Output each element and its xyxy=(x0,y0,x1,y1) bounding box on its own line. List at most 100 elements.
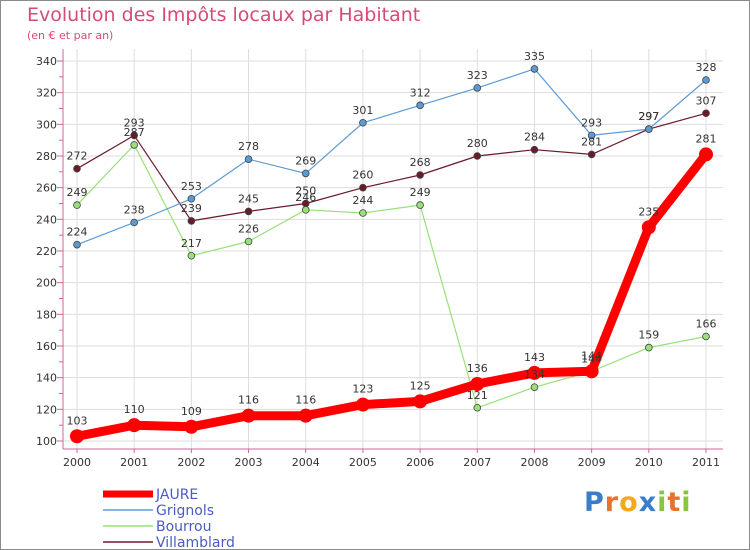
data-label-grignols: 278 xyxy=(238,140,259,153)
data-label-bourrou: 287 xyxy=(124,126,145,139)
data-label-grignols: 312 xyxy=(410,86,431,99)
y-tick-label: 180 xyxy=(36,308,57,321)
series-line-bourrou xyxy=(76,144,707,409)
data-label-grignols: 269 xyxy=(295,154,316,167)
data-label-jaure: 103 xyxy=(67,414,88,427)
data-label-villamblard: 260 xyxy=(352,169,373,182)
x-tick-label: 2001 xyxy=(120,456,148,469)
data-point-jaure xyxy=(298,408,313,423)
data-label-grignols: 293 xyxy=(581,116,602,129)
x-tick-label: 2010 xyxy=(635,456,663,469)
x-tick-label: 2006 xyxy=(406,456,434,469)
data-point-bourrou xyxy=(359,209,367,217)
data-point-bourrou xyxy=(645,343,653,352)
data-label-grignols: 238 xyxy=(124,204,145,217)
data-label-jaure: 125 xyxy=(410,379,431,392)
data-label-jaure: 123 xyxy=(352,383,373,396)
logo-letter: P xyxy=(584,487,605,518)
series-line-villamblard xyxy=(76,112,707,222)
data-point-grignols xyxy=(473,84,482,92)
data-point-bourrou xyxy=(702,332,710,341)
data-label-villamblard: 272 xyxy=(67,150,88,163)
x-tick-label: 2005 xyxy=(349,456,377,469)
data-point-jaure xyxy=(699,147,713,162)
x-tick-label: 2008 xyxy=(520,456,548,469)
data-point-bourrou xyxy=(530,383,539,391)
data-point-jaure xyxy=(527,365,542,380)
legend-label-villamblard: Villamblard xyxy=(156,535,235,549)
data-point-jaure xyxy=(584,364,599,379)
data-label-jaure: 143 xyxy=(524,351,545,364)
data-point-grignols xyxy=(301,169,310,178)
data-label-bourrou: 249 xyxy=(67,186,88,199)
y-tick-label: 240 xyxy=(36,213,57,226)
data-label-villamblard: 239 xyxy=(181,202,202,215)
data-label-grignols: 297 xyxy=(638,110,659,123)
data-point-villamblard xyxy=(587,150,596,159)
y-tick-label: 280 xyxy=(36,150,57,163)
series-lines xyxy=(72,68,711,441)
data-point-bourrou xyxy=(73,201,81,209)
logo-letter: i xyxy=(681,487,692,518)
data-point-grignols xyxy=(130,218,138,227)
logo-letter: r xyxy=(604,487,620,518)
data-label-grignols: 328 xyxy=(696,61,717,74)
data-point-villamblard xyxy=(73,164,81,173)
y-tick-labels: 100 120 140 160 180 200 220 240 260 280 300 320 340 xyxy=(36,55,57,448)
data-label-bourrou: 249 xyxy=(410,186,431,199)
x-tick-label: 2009 xyxy=(578,456,606,469)
y-tick-label: 140 xyxy=(36,372,57,385)
data-label-bourrou: 121 xyxy=(467,389,488,402)
data-point-bourrou xyxy=(130,141,138,149)
data-point-grignols xyxy=(530,65,539,73)
proxiti-logo[interactable]: Proxiti xyxy=(584,487,692,518)
series-line-grignols xyxy=(76,68,707,246)
data-point-grignols xyxy=(187,194,196,203)
data-point-jaure xyxy=(355,397,370,412)
data-label-grignols: 323 xyxy=(467,69,488,82)
data-point-grignols xyxy=(587,131,596,140)
data-label-jaure: 281 xyxy=(696,132,717,145)
data-point-villamblard xyxy=(130,131,138,140)
y-tick-label: 300 xyxy=(36,118,57,131)
logo-letter: o xyxy=(619,487,639,518)
data-label-villamblard: 268 xyxy=(410,156,431,169)
series-line-jaure xyxy=(72,149,711,441)
data-point-grignols xyxy=(416,101,424,110)
data-label-bourrou: 159 xyxy=(638,329,659,342)
chart-title: Evolution des Impôts locaux par Habitant xyxy=(27,4,421,26)
x-tick-label: 2002 xyxy=(177,456,205,469)
logo-letter: t xyxy=(667,487,682,518)
data-label-villamblard: 280 xyxy=(467,137,488,150)
data-label-bourrou: 166 xyxy=(696,318,717,331)
data-label-villamblard: 281 xyxy=(581,135,602,148)
data-point-jaure xyxy=(641,220,656,235)
data-label-bourrou: 244 xyxy=(352,194,373,207)
data-point-bourrou xyxy=(416,201,424,209)
logo-letter: x xyxy=(638,487,658,518)
data-point-jaure xyxy=(470,377,485,391)
legend-label-jaure: JAURE xyxy=(155,487,198,503)
data-label-jaure: 144 xyxy=(581,349,602,362)
data-label-bourrou: 246 xyxy=(295,191,316,204)
data-point-bourrou xyxy=(187,251,196,260)
data-label-villamblard: 307 xyxy=(696,94,717,107)
data-label-jaure: 235 xyxy=(638,205,659,218)
series-points xyxy=(70,65,713,444)
grid-lines xyxy=(63,49,723,449)
legend-label-bourrou: Bourrou xyxy=(156,519,211,535)
x-tick-label: 2007 xyxy=(463,456,491,469)
data-point-grignols xyxy=(359,118,367,127)
data-label-grignols: 253 xyxy=(181,180,202,193)
data-point-villamblard xyxy=(473,152,482,160)
x-tick-label: 2003 xyxy=(235,456,263,469)
data-label-bourrou: 144 xyxy=(581,352,602,365)
data-label-jaure: 136 xyxy=(467,362,488,375)
data-label-bourrou: 134 xyxy=(524,368,545,381)
data-label-grignols: 224 xyxy=(67,226,88,239)
logo-letter: i xyxy=(657,487,668,518)
data-point-bourrou xyxy=(473,403,482,412)
